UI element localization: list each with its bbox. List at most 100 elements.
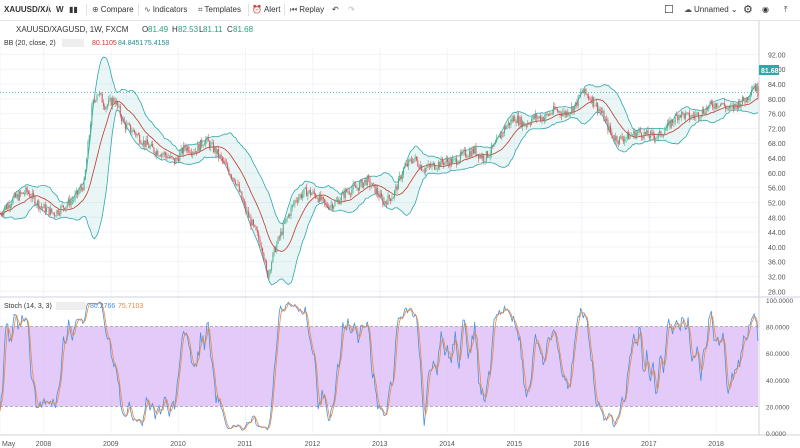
stoch-k-value: 80.2766 — [90, 303, 115, 310]
candle-body — [364, 179, 366, 183]
candle-body — [179, 152, 181, 162]
symbol-search[interactable]: XAUUSD/XA — [4, 5, 52, 14]
chart-area[interactable]: 92.0088.0084.0080.0076.0072.0068.0064.00… — [0, 21, 800, 448]
candle-body — [293, 203, 295, 205]
candle-body — [735, 103, 737, 106]
candle-body — [743, 96, 745, 101]
candle-body — [423, 171, 425, 173]
candle-body — [212, 142, 214, 152]
high-label: H — [172, 25, 178, 34]
candle-body — [413, 158, 415, 163]
candle-body — [619, 136, 621, 144]
candle-body — [46, 208, 48, 213]
candle-body — [612, 135, 614, 139]
candle-body — [360, 179, 362, 183]
candle-body — [141, 144, 143, 145]
candle-body — [112, 98, 114, 106]
candle-body — [725, 105, 727, 109]
indicators-button[interactable]: ∿ Indicators — [144, 0, 187, 20]
candle-body — [18, 191, 20, 201]
candle-body — [271, 262, 273, 271]
candle-body — [415, 156, 417, 161]
candle-body — [113, 98, 115, 102]
candle-body — [68, 198, 70, 205]
candle-body — [591, 96, 593, 103]
candle-body — [580, 91, 582, 96]
bb-controls[interactable] — [62, 39, 84, 47]
candle-body — [86, 158, 88, 170]
candle-body — [494, 142, 496, 145]
candle-body — [479, 154, 481, 159]
candle-body — [243, 201, 245, 205]
candle-body — [0, 213, 2, 215]
candle-body — [260, 245, 262, 249]
candle-body — [83, 179, 85, 191]
candle-body — [461, 152, 463, 154]
candle-body — [682, 111, 684, 114]
candle-body — [469, 151, 471, 157]
candle-body — [472, 148, 474, 154]
stoch-controls[interactable] — [56, 302, 86, 310]
candle-body — [506, 125, 508, 129]
candle-body — [418, 165, 420, 169]
candle-body — [104, 105, 106, 110]
candle-body — [37, 200, 39, 205]
chart-style-icon[interactable]: ▮▮ — [69, 5, 78, 14]
candle-body — [82, 188, 84, 191]
candle-body — [487, 151, 489, 158]
time-tick-label: 2009 — [103, 441, 119, 448]
candle-body — [577, 95, 579, 106]
candle-body — [74, 194, 76, 200]
undo-icon[interactable]: ↶ — [332, 5, 339, 14]
redo-icon[interactable]: ↷ — [348, 5, 355, 14]
stoch-label: Stoch (14, 3, 3) — [4, 303, 52, 310]
candle-body — [642, 137, 644, 139]
candle-body — [188, 147, 190, 153]
candle-body — [597, 102, 599, 112]
time-tick-label: 2008 — [36, 441, 52, 448]
candle-body — [500, 135, 502, 139]
candle-body — [233, 177, 235, 182]
interval-selector[interactable]: W — [56, 5, 64, 14]
layout-menu[interactable]: ☁ Unnamed ⌄ — [684, 0, 738, 20]
divider — [138, 4, 139, 16]
candle-body — [432, 163, 434, 165]
candle-body — [303, 188, 305, 195]
candle-body — [218, 149, 220, 158]
chevron-down-icon: ⌄ — [728, 5, 738, 14]
candle-body — [162, 154, 164, 155]
candle-body — [669, 120, 671, 128]
snapshot-camera-icon[interactable]: ◉ — [762, 5, 769, 14]
candle-body — [35, 204, 37, 206]
candle-body — [210, 143, 212, 148]
fullscreen-icon[interactable]: ☐ — [664, 4, 674, 16]
candle-body — [709, 101, 711, 106]
publish-icon[interactable]: ⤒ — [784, 5, 788, 14]
candle-body — [338, 199, 340, 205]
candle-body — [386, 202, 388, 205]
candle-body — [497, 137, 499, 139]
candle-body — [511, 119, 513, 122]
candle-body — [505, 126, 507, 129]
candle-body — [677, 115, 679, 121]
alert-button[interactable]: ⏰ Alert — [252, 0, 280, 20]
candle-body — [519, 117, 521, 125]
candle-body — [165, 152, 167, 156]
candle-body — [679, 115, 681, 118]
candle-body — [648, 136, 650, 139]
candle-body — [114, 101, 116, 105]
candle-body — [719, 103, 721, 107]
candle-body — [569, 112, 571, 114]
candle-body — [653, 136, 655, 140]
bb-fill — [0, 57, 758, 285]
candle-body — [285, 218, 287, 223]
candle-body — [377, 188, 379, 195]
time-tick-label: May — [2, 441, 16, 448]
templates-button[interactable]: ⌗ Templates — [198, 0, 241, 20]
candle-body — [620, 136, 622, 138]
settings-gear-icon[interactable]: ⚙ — [743, 4, 753, 16]
candle-body — [51, 208, 53, 213]
replay-button[interactable]: ⏮ Replay — [290, 0, 324, 20]
candle-body — [135, 132, 137, 136]
compare-button[interactable]: ⊕ Compare — [92, 0, 134, 20]
